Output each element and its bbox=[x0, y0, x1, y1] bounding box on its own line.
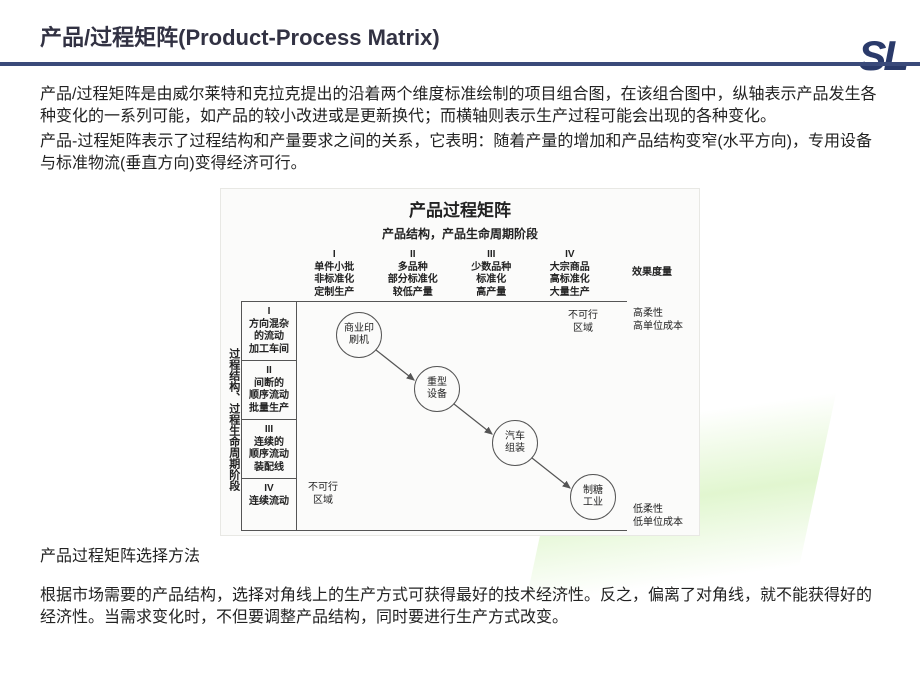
row-cells-2 bbox=[296, 360, 627, 419]
paragraph-3: 根据市场需要的产品结构，选择对角线上的生产方式可获得最好的技术经济性。反之，偏离… bbox=[40, 585, 880, 630]
slide-content: 产品/过程矩阵是由威尔莱特和克拉克提出的沿着两个维度标准绘制的项目组合图，在该组… bbox=[0, 60, 920, 629]
paragraph-2: 产品-过程矩阵表示了过程结构和产量要求之间的关系，它表明：随着产量的增加和产品结… bbox=[40, 131, 880, 176]
matrix-row-4: IV连续流动 bbox=[242, 478, 627, 530]
matrix-grid: I单件小批非标准化定制生产 II多品种部分标准化较低产量 III少数品种标准化高… bbox=[241, 247, 695, 531]
method-heading: 产品过程矩阵选择方法 bbox=[40, 546, 880, 568]
title-underline bbox=[0, 62, 920, 66]
row-header-4: IV连续流动 bbox=[242, 478, 296, 530]
right-labels: 高柔性高单位成本 低柔性低单位成本 bbox=[627, 301, 695, 531]
row-header-3: III连续的顺序流动装配线 bbox=[242, 419, 296, 478]
column-headers: I单件小批非标准化定制生产 II多品种部分标准化较低产量 III少数品种标准化高… bbox=[295, 247, 695, 301]
row-header-2: II间断的顺序流动批量生产 bbox=[242, 360, 296, 419]
col-header-1: I单件小批非标准化定制生产 bbox=[295, 247, 374, 301]
matrix-row-2: II间断的顺序流动批量生产 bbox=[242, 360, 627, 419]
matrix-figure: 产品过程矩阵 产品结构，产品生命周期阶段 过程结构、过程生命周期阶段 I单件小批… bbox=[220, 188, 700, 537]
paragraph-1: 产品/过程矩阵是由威尔莱特和克拉克提出的沿着两个维度标准绘制的项目组合图，在该组… bbox=[40, 84, 880, 129]
slide-title: 产品/过程矩阵(Product-Process Matrix) bbox=[40, 20, 920, 52]
row-header-1: I方向混杂的流动加工车间 bbox=[242, 302, 296, 360]
row-cells-3 bbox=[296, 419, 627, 478]
matrix-subtitle: 产品结构，产品生命周期阶段 bbox=[225, 226, 695, 247]
effect-label: 效果度量 bbox=[609, 247, 695, 301]
matrix-rows: I方向混杂的流动加工车间 II间断的顺序流动批量生产 III连续的顺序流动装配线 bbox=[241, 301, 627, 531]
right-label-bottom: 低柔性低单位成本 bbox=[627, 497, 689, 531]
logo: SL bbox=[858, 32, 906, 80]
row-cells-4 bbox=[296, 478, 627, 530]
matrix-row-1: I方向混杂的流动加工车间 bbox=[242, 302, 627, 360]
slide-header: 产品/过程矩阵(Product-Process Matrix) SL bbox=[0, 0, 920, 60]
matrix-row-3: III连续的顺序流动装配线 bbox=[242, 419, 627, 478]
right-label-top: 高柔性高单位成本 bbox=[627, 301, 689, 335]
matrix-body: 过程结构、过程生命周期阶段 I单件小批非标准化定制生产 II多品种部分标准化较低… bbox=[225, 247, 695, 531]
col-header-3: III少数品种标准化高产量 bbox=[452, 247, 531, 301]
col-header-2: II多品种部分标准化较低产量 bbox=[374, 247, 453, 301]
matrix-title: 产品过程矩阵 bbox=[225, 193, 695, 227]
y-axis-label: 过程结构、过程生命周期阶段 bbox=[225, 247, 241, 531]
row-cells-1 bbox=[296, 302, 627, 360]
col-header-4: IV大宗商品高标准化大量生产 bbox=[531, 247, 610, 301]
